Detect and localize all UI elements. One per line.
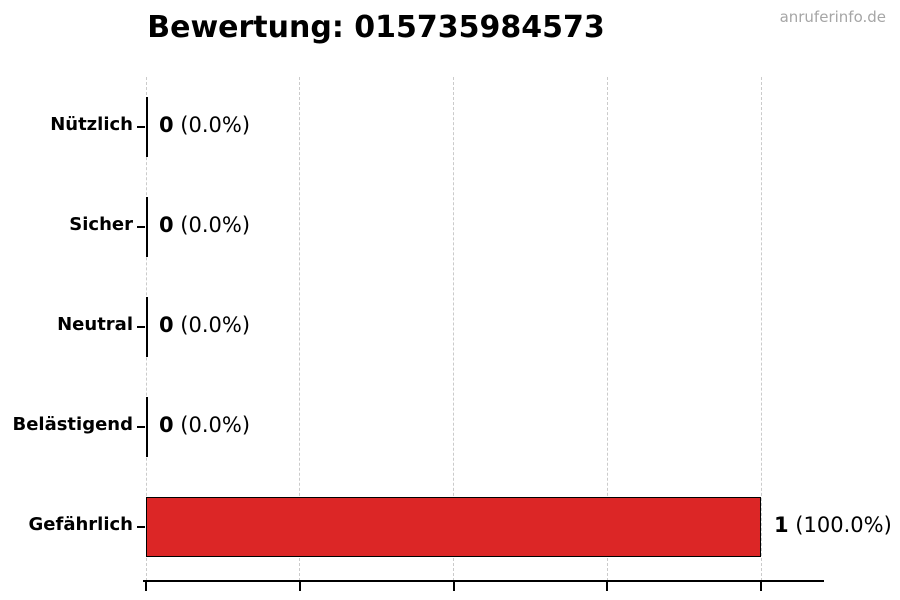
category-label-3: Belästigend bbox=[12, 414, 133, 435]
x-tick-3 bbox=[606, 582, 609, 591]
gridline-4 bbox=[760, 77, 762, 581]
value-percent-0: (0.0%) bbox=[173, 113, 251, 137]
value-count-3: 0 bbox=[159, 413, 174, 437]
y-tick-2 bbox=[137, 326, 145, 328]
category-label-4: Gefährlich bbox=[28, 514, 133, 535]
value-count-2: 0 bbox=[159, 313, 174, 337]
value-count-1: 0 bbox=[159, 213, 174, 237]
chart-title: Bewertung: 015735984573 bbox=[147, 10, 605, 45]
bar-1 bbox=[146, 197, 148, 257]
watermark-text: anruferinfo.de bbox=[779, 8, 886, 26]
value-percent-2: (0.0%) bbox=[173, 313, 251, 337]
category-label-2: Neutral bbox=[57, 314, 133, 335]
x-tick-4 bbox=[760, 582, 762, 591]
category-label-0: Nützlich bbox=[50, 114, 133, 135]
value-label-1: 0 (0.0%) bbox=[159, 213, 250, 237]
gridline-3 bbox=[606, 77, 608, 581]
x-tick-1 bbox=[298, 582, 301, 591]
value-percent-4: (100.0%) bbox=[788, 513, 892, 537]
value-label-3: 0 (0.0%) bbox=[159, 413, 250, 437]
category-label-1: Sicher bbox=[69, 214, 133, 235]
value-label-2: 0 (0.0%) bbox=[159, 313, 250, 337]
gridline-1 bbox=[299, 77, 301, 581]
value-label-4: 1 (100.0%) bbox=[774, 513, 892, 537]
bar-0 bbox=[146, 97, 148, 157]
value-percent-3: (0.0%) bbox=[173, 413, 251, 437]
value-count-4: 1 bbox=[774, 513, 789, 537]
y-tick-1 bbox=[137, 226, 145, 228]
y-tick-3 bbox=[137, 426, 145, 428]
value-count-0: 0 bbox=[159, 113, 174, 137]
bar-4 bbox=[146, 497, 761, 557]
value-label-0: 0 (0.0%) bbox=[159, 113, 250, 137]
x-tick-0 bbox=[145, 582, 147, 591]
bar-2 bbox=[146, 297, 148, 357]
y-tick-0 bbox=[137, 126, 145, 128]
x-tick-2 bbox=[452, 582, 455, 591]
y-tick-4 bbox=[137, 526, 145, 528]
gridline-2 bbox=[453, 77, 454, 581]
bar-3 bbox=[146, 397, 148, 457]
value-percent-1: (0.0%) bbox=[173, 213, 251, 237]
x-axis-line bbox=[143, 580, 824, 582]
